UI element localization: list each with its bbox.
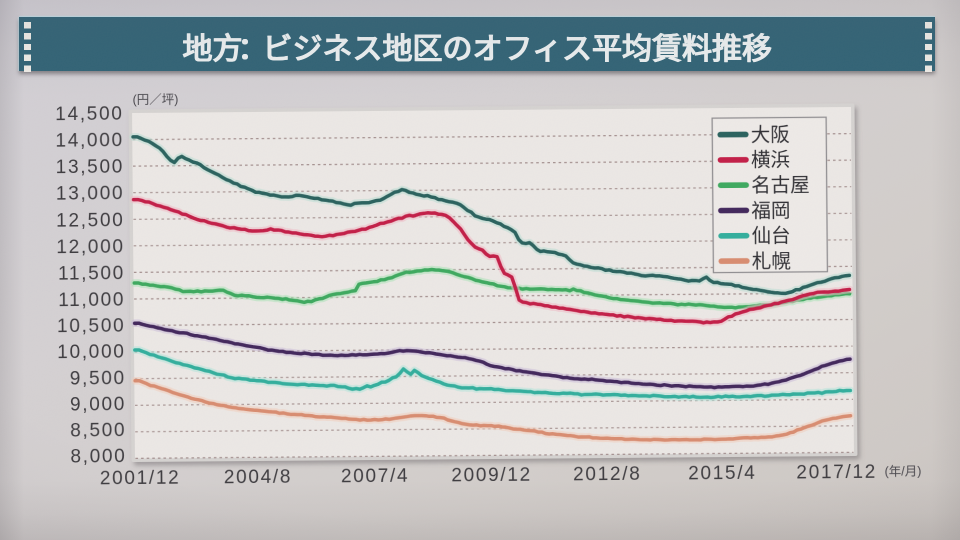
svg-text:8,000: 8,000 — [70, 446, 126, 467]
svg-text:2017/12: 2017/12 — [796, 462, 877, 484]
svg-text:仙台: 仙台 — [752, 225, 791, 247]
svg-text:2012/8: 2012/8 — [573, 464, 642, 486]
svg-text:(年/月): (年/月) — [885, 464, 922, 478]
svg-text:2007/4: 2007/4 — [341, 466, 410, 488]
svg-text:8,500: 8,500 — [70, 420, 126, 441]
svg-text:14,500: 14,500 — [55, 104, 124, 126]
svg-text:10,000: 10,000 — [57, 342, 126, 364]
svg-text:横浜: 横浜 — [751, 149, 790, 171]
svg-text:2001/12: 2001/12 — [100, 468, 181, 490]
svg-text:14,000: 14,000 — [55, 130, 124, 152]
svg-text:11,000: 11,000 — [58, 290, 125, 312]
svg-text:2004/8: 2004/8 — [224, 467, 293, 489]
svg-text:2015/4: 2015/4 — [688, 463, 757, 485]
svg-text:12,000: 12,000 — [56, 236, 125, 258]
svg-text:大阪: 大阪 — [751, 124, 790, 146]
svg-text:11,500: 11,500 — [58, 263, 125, 285]
svg-text:9,500: 9,500 — [70, 368, 126, 389]
svg-text:10,500: 10,500 — [57, 316, 126, 338]
svg-text:札幌: 札幌 — [752, 250, 791, 272]
svg-text:13,500: 13,500 — [56, 157, 125, 179]
svg-text:2009/12: 2009/12 — [451, 465, 532, 487]
svg-text:13,000: 13,000 — [56, 183, 125, 205]
svg-text:9,000: 9,000 — [70, 394, 126, 415]
svg-text:名古屋: 名古屋 — [751, 174, 810, 196]
svg-text:12,500: 12,500 — [56, 210, 125, 232]
svg-text:福岡: 福岡 — [751, 200, 790, 222]
svg-text:(円／坪): (円／坪) — [132, 93, 178, 107]
